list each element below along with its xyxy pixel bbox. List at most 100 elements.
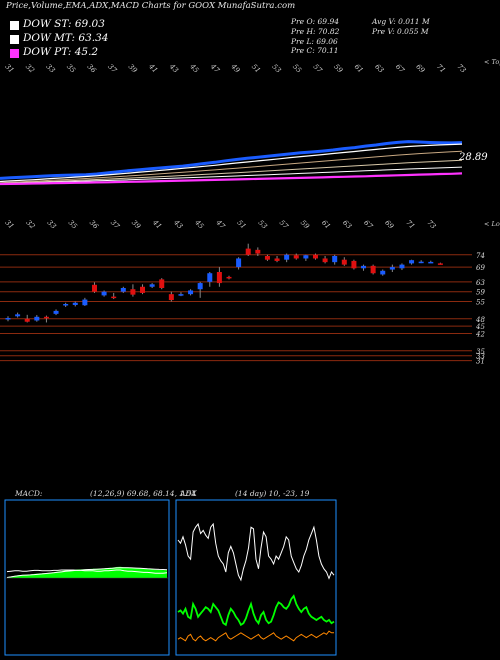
ema-panel: 31 32 33 35 36 37 39 41 43 45 47 49 51 53 55 57 59 61 63 67… [0, 58, 500, 186]
candle-body [274, 258, 280, 261]
ema-top-tick: 33 [45, 63, 57, 75]
ema-price-label: 28.89 [458, 152, 488, 163]
candle-body [312, 254, 318, 259]
candle-body [226, 276, 232, 279]
candle-body [322, 258, 328, 263]
price-top-tick: 41 [150, 218, 163, 231]
ema-top-label: < Top [484, 58, 500, 66]
candle-body [120, 288, 126, 292]
adx-frame [175, 499, 337, 656]
macd-panel: MACD: (12,26,9) 69.68, 68.14, 1.54 [4, 489, 196, 656]
candle-body [130, 289, 136, 295]
ema-top-tick: 51 [250, 63, 262, 75]
price-level-label: 45 [475, 323, 485, 331]
candle-body [264, 256, 270, 260]
price-top-tick: 53 [257, 219, 269, 231]
macd-title: MACD: [14, 489, 43, 498]
stat-open: Pre O: 69.94 [291, 17, 339, 26]
candle-body [351, 260, 357, 269]
candle-body [332, 256, 338, 263]
price-top-tick: 33 [46, 219, 58, 231]
candle-body [188, 290, 194, 295]
candle-body [168, 294, 174, 301]
stat-low: Pre L: 69.06 [291, 37, 338, 46]
price-level-label: 33 [476, 353, 485, 361]
price-top-label: < Lowest [484, 220, 500, 228]
ema-top-tick: 31 [3, 63, 15, 75]
stat-pre-volume: Pre V: 0.055 M [372, 27, 429, 36]
candle-body [380, 270, 386, 275]
candle-body [82, 299, 88, 306]
ema-series-line [0, 150, 463, 184]
candle-body [140, 286, 146, 293]
candle-body [111, 296, 117, 299]
ema-series-line [0, 140, 463, 180]
candle-body [216, 272, 222, 284]
ema-top-tick: 63 [373, 63, 385, 75]
price-top-tick: 51 [236, 219, 248, 231]
price-top-tick: 63 [341, 219, 353, 231]
legend-swatch-mt [10, 35, 19, 44]
candle-body [409, 260, 415, 264]
adx-series-line [177, 630, 334, 642]
candle-body [178, 294, 184, 296]
candle-body [149, 284, 155, 287]
candle-body [53, 310, 59, 314]
price-level-label: 48 [475, 316, 485, 324]
ema-top-tick: 53 [271, 63, 283, 75]
ema-series-line [0, 159, 463, 184]
ema-series-line [0, 172, 463, 186]
candle-body [91, 284, 97, 292]
candle-body [5, 318, 11, 320]
price-level-label: 31 [476, 358, 485, 366]
price-level-label: 59 [476, 289, 485, 297]
price-top-tick: 43 [172, 218, 185, 231]
candle-body [236, 258, 242, 268]
price-top-tick: 35 [67, 219, 79, 231]
ema-top-tick: 39 [127, 63, 139, 75]
ema-top-tick: 57 [312, 63, 324, 75]
price-top-tick: 39 [130, 219, 142, 231]
candle-body [361, 265, 367, 269]
stat-high: Pre H: 70.82 [291, 27, 340, 36]
price-top-tick: 67 [362, 219, 374, 231]
price-top-tick: 61 [320, 219, 332, 231]
macd-signal-line [6, 567, 168, 578]
legend-dow-st: DOW ST: 69.03 [10, 18, 105, 30]
candle-body [284, 254, 290, 260]
chart-title: Price,Volume,EMA,ADX,MACD Charts for GOO… [6, 1, 296, 11]
ema-top-tick: 37 [106, 63, 118, 75]
price-level-label: 69 [476, 264, 485, 272]
candle-body [303, 255, 309, 259]
ema-top-tick: 59 [332, 63, 344, 75]
candle-body [43, 316, 49, 319]
candle-body [428, 261, 434, 264]
macd-signal-line [6, 569, 168, 574]
price-top-tick: 45 [193, 218, 206, 231]
price-level-label: 42 [475, 331, 485, 339]
candle-body [389, 267, 395, 270]
candle-body [207, 273, 213, 282]
price-top-tick: 69 [383, 219, 395, 231]
candle-body [101, 291, 107, 296]
adx-series-line [177, 594, 335, 627]
adx-title: ADX [179, 489, 197, 498]
candle-body [34, 316, 40, 321]
candle-body [24, 318, 30, 322]
legend-label-mt: DOW MT: 63.34 [23, 32, 109, 44]
candle-body [15, 314, 21, 317]
ema-top-tick: 41 [147, 62, 160, 75]
candle-body [370, 265, 376, 274]
ema-series-line [0, 143, 463, 183]
price-top-tick: 47 [214, 218, 227, 231]
price-top-tick: 57 [278, 219, 290, 231]
ema-top-tick: 47 [208, 62, 221, 75]
macd-area [7, 566, 167, 578]
legend-swatch-st [10, 21, 19, 30]
legend-label-st: DOW ST: 69.03 [23, 18, 105, 30]
ema-top-tick: 61 [353, 63, 365, 75]
macd-params: (12,26,9) 69.68, 68.14, 1.54 [90, 489, 196, 498]
price-top-tick: 32 [25, 219, 37, 231]
price-top-tick: 37 [109, 219, 121, 231]
candle-body [159, 279, 165, 288]
